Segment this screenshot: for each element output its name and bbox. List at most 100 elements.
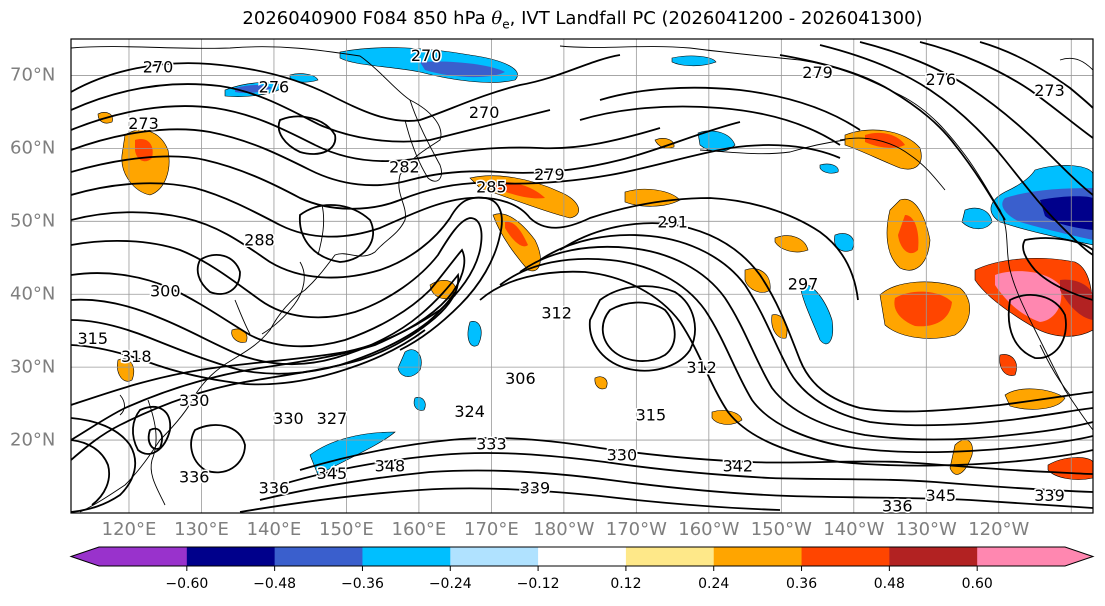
colorbar-tick-label: 0.12 [610,576,642,592]
lon-label: 150°E [319,519,374,540]
coast-asia [71,46,442,513]
colorbar-segment [538,547,627,566]
contour [579,105,841,146]
colorbar-tick-label: 0.48 [873,576,905,592]
lon-label: 180°W [533,519,595,540]
contour [71,83,551,143]
colorbar-segment [801,547,890,566]
title-theta: θ [491,8,503,29]
contour-label: 282 [389,158,420,177]
contour-label: 330 [607,446,638,465]
pos-patch [654,138,675,149]
contour [601,301,676,362]
contour [299,204,375,263]
contour-label: 300 [150,282,181,301]
colorbar-segment [713,547,803,566]
contour [196,254,241,295]
contour [132,406,171,455]
lon-label: 150°W [750,519,812,540]
colorbar-tick-label: −0.48 [253,576,297,592]
contour [819,44,1093,256]
neg-patch [413,397,426,411]
theta-e-contours [71,41,1093,513]
pos-patch [894,291,952,327]
contour [259,469,1093,509]
contour [559,222,1093,413]
pos-patch [865,132,905,148]
pos-patch [594,376,608,390]
lat-label: 70°N [10,64,56,86]
contour-label: 324 [454,402,485,421]
colorbar-segment [362,547,451,566]
neg-patch [799,283,833,345]
contour-label: 339 [520,478,551,497]
contour-label: 330 [179,391,210,410]
contour-label: 285 [476,177,507,196]
lat-label: 20°N [10,429,56,451]
contour [299,437,1093,475]
neg-patch [671,55,717,67]
contour [71,439,110,506]
contour [71,291,456,375]
colorbar-segment [977,547,1066,566]
contour [859,41,1093,196]
coast-philippines [147,399,166,506]
neg-patch [961,207,993,230]
coast-sakhalin [317,204,325,256]
neg-patch [834,233,855,252]
coast-gulf-alaska [839,137,946,191]
colorbar-outline [69,546,1095,567]
contour-label: 345 [317,464,348,483]
pos-patch [995,271,1062,322]
contour-label: 270 [143,58,174,77]
contour [588,285,696,372]
colorbar-tick-label: −0.24 [428,576,472,592]
contour [147,427,163,450]
pos-patch [495,181,545,199]
contour-label: 336 [882,497,913,516]
contour-label: 276 [259,77,290,96]
neg-patch [819,163,839,174]
lat-label: 50°N [10,210,56,232]
pos-patch [117,358,135,382]
lon-label: 140°W [823,519,885,540]
coast-korea [234,299,251,335]
coast-kamchatka [404,99,442,182]
lon-label: 130°E [174,519,229,540]
contour-label: 273 [128,114,159,133]
colorbar-tick-label: −0.12 [516,576,560,592]
contour-label: 339 [1034,486,1065,505]
contour [779,54,1006,221]
lon-label: 160°E [391,519,447,540]
colorbar-segment [625,547,715,566]
contour [71,272,460,461]
contour [1022,237,1093,301]
colorbar-segment [186,547,276,566]
colorbar-under-extension [71,547,99,566]
contour-label: 291 [657,212,688,231]
coast-aleutians [699,139,846,155]
contour [239,487,781,513]
pos-patch [1004,388,1066,410]
contour-label: 270 [469,103,500,122]
coastlines [71,45,1093,513]
neg-patch [467,321,482,347]
colorbar-tick-label: 0.36 [785,576,818,592]
contour [599,86,861,131]
contour [71,105,661,162]
lon-label: 120°W [968,519,1030,540]
colorbar-segment [450,547,539,566]
coast-baja [1039,344,1071,396]
pos-patch [771,314,788,339]
colorbar-segment [274,547,363,566]
contour-label: 330 [273,409,304,428]
contour-label: 279 [534,165,565,184]
contour-label: 279 [802,63,833,82]
contour-label: 276 [926,70,957,89]
map-title: 2026040900 F084 850 hPa θe, IVT Landfall… [0,8,1105,32]
contour-label: 306 [505,369,536,388]
lat-label: 40°N [10,283,56,305]
contour [919,41,1093,139]
contour [71,196,503,351]
